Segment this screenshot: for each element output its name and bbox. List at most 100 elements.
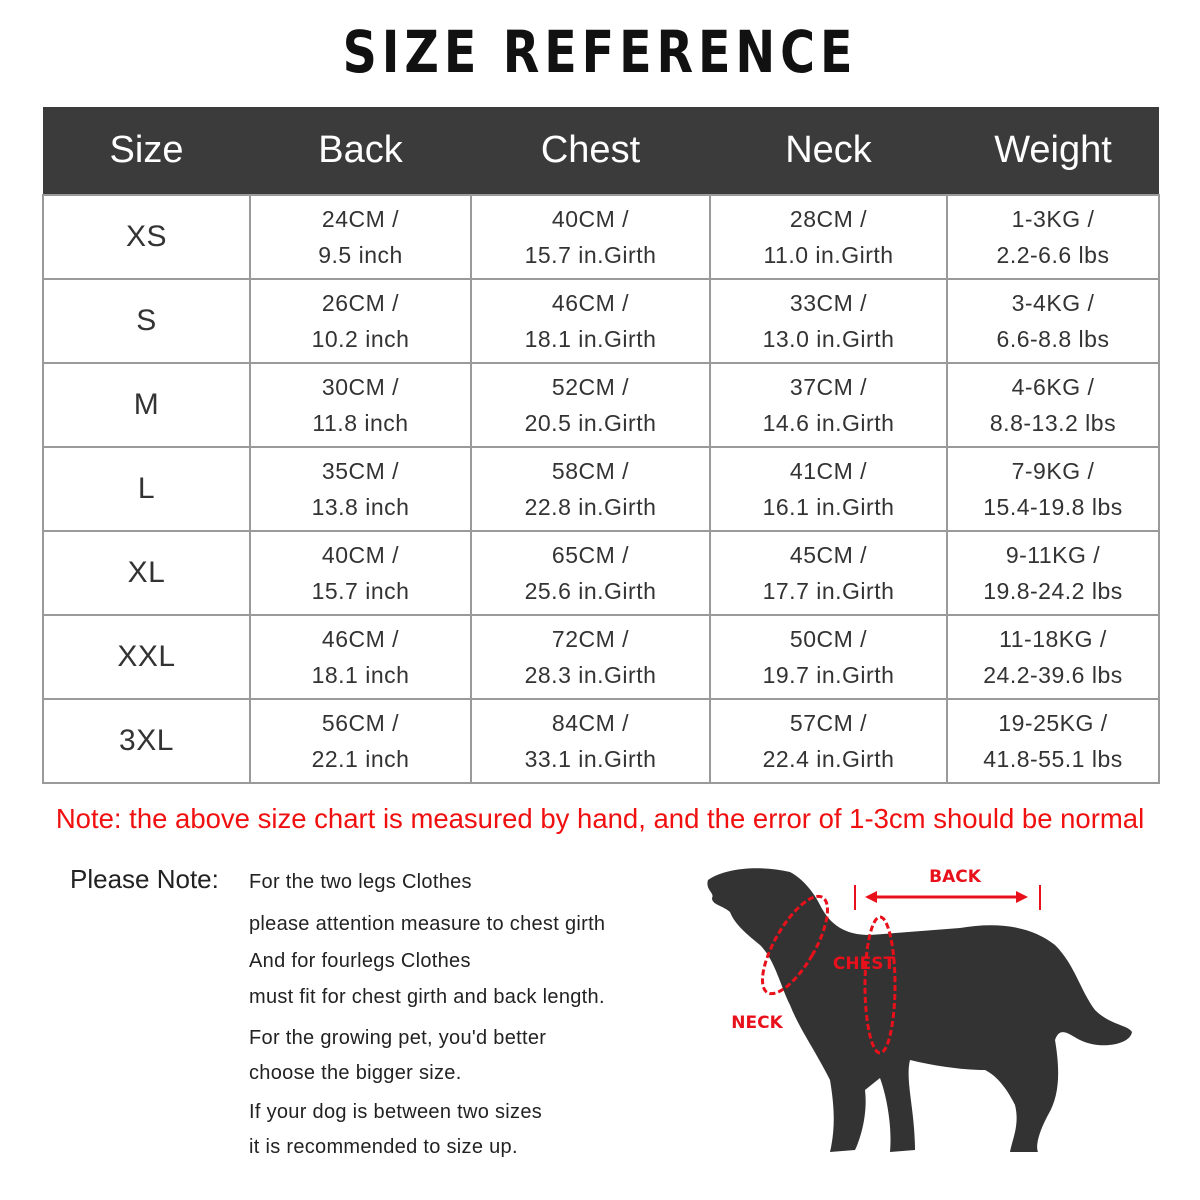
- neck-cell: 28CM / 11.0 in.Girth: [709, 194, 948, 280]
- back-value-line: 18.1 inch: [311, 662, 410, 688]
- dog-measurement-diagram: BACK CHEST NECK: [707, 867, 1132, 1152]
- chest-value-line: 65CM /: [551, 542, 630, 568]
- neck-cell: 37CM / 14.6 in.Girth: [709, 362, 948, 448]
- neck-value-line: 11.0 in.Girth: [763, 242, 894, 268]
- please-note-label: Please Note:: [70, 864, 219, 894]
- back-cell: 40CM / 15.7 inch: [249, 530, 472, 616]
- weight-cell: 11-18KG / 24.2-39.6 lbs: [946, 614, 1160, 700]
- weight-value-line: 2.2-6.6 lbs: [996, 242, 1110, 268]
- chest-value-line: 52CM /: [551, 374, 630, 400]
- size-cell: XXL: [42, 614, 251, 700]
- dog-silhouette: [707, 868, 1132, 1152]
- back-cell: 30CM / 11.8 inch: [249, 362, 472, 448]
- table-header-row: Size Back Chest Neck Weight: [43, 107, 1159, 195]
- weight-cell: 3-4KG / 6.6-8.8 lbs: [946, 278, 1160, 364]
- neck-value-line: 33CM /: [789, 290, 868, 316]
- table-row: XS 24CM / 9.5 inch 40CM / 15.7 in.Girth 28CM …: [42, 194, 1160, 280]
- chest-value-line: 84CM /: [551, 710, 630, 736]
- back-value-line: 10.2 inch: [311, 326, 410, 352]
- weight-value-line: 3-4KG /: [1011, 290, 1095, 316]
- back-value-line: 9.5 inch: [318, 242, 403, 268]
- note-line: choose the bigger size.: [249, 1062, 462, 1084]
- weight-cell: 7-9KG / 15.4-19.8 lbs: [946, 446, 1160, 532]
- neck-value-line: 13.0 in.Girth: [762, 326, 895, 352]
- size-table: Size Back Chest Neck Weight XS 24CM / 9.5 …: [42, 107, 1160, 784]
- note-line: And for fourlegs Clothes: [249, 950, 471, 972]
- chest-value-line: 40CM /: [551, 206, 630, 232]
- chest-value-line: 46CM /: [551, 290, 630, 316]
- weight-cell: 4-6KG / 8.8-13.2 lbs: [946, 362, 1160, 448]
- chest-cell: 40CM / 15.7 in.Girth: [470, 194, 711, 280]
- back-value-line: 56CM /: [321, 710, 400, 736]
- neck-cell: 57CM / 22.4 in.Girth: [709, 698, 948, 784]
- chest-value-line: 15.7 in.Girth: [524, 242, 657, 268]
- header-size: Size: [43, 107, 250, 195]
- weight-value-line: 8.8-13.2 lbs: [989, 410, 1117, 436]
- chest-value-line: 22.8 in.Girth: [524, 494, 657, 520]
- back-value-line: 11.8 inch: [312, 410, 409, 436]
- note-line: must fit for chest girth and back length…: [249, 986, 605, 1008]
- note-line: If your dog is between two sizes: [249, 1101, 543, 1123]
- neck-cell: 45CM / 17.7 in.Girth: [709, 530, 948, 616]
- note-line: it is recommended to size up.: [249, 1136, 518, 1158]
- neck-value-line: 22.4 in.Girth: [762, 746, 895, 772]
- measurement-note: Note: the above size chart is measured b…: [55, 803, 1145, 834]
- chest-cell: 58CM / 22.8 in.Girth: [470, 446, 711, 532]
- back-value-line: 22.1 inch: [311, 746, 410, 772]
- chest-cell: 52CM / 20.5 in.Girth: [470, 362, 711, 448]
- header-weight: Weight: [947, 107, 1159, 195]
- back-value-line: 26CM /: [321, 290, 400, 316]
- header-chest: Chest: [471, 107, 710, 195]
- weight-value-line: 41.8-55.1 lbs: [983, 746, 1123, 772]
- neck-value-line: 14.6 in.Girth: [762, 410, 895, 436]
- neck-cell: 41CM / 16.1 in.Girth: [709, 446, 948, 532]
- neck-cell: 50CM / 19.7 in.Girth: [709, 614, 948, 700]
- weight-value-line: 9-11KG /: [1005, 542, 1101, 568]
- table-row: M 30CM / 11.8 inch 52CM / 20.5 in.Girth 37CM …: [42, 362, 1160, 448]
- back-cell: 35CM / 13.8 inch: [249, 446, 472, 532]
- neck-label: NECK: [731, 1013, 783, 1033]
- size-cell: L: [42, 446, 251, 532]
- neck-value-line: 41CM /: [789, 458, 868, 484]
- back-cell: 56CM / 22.1 inch: [249, 698, 472, 784]
- neck-value-line: 45CM /: [789, 542, 868, 568]
- weight-value-line: 15.4-19.8 lbs: [983, 494, 1123, 520]
- table-row: XL 40CM / 15.7 inch 65CM / 25.6 in.Girth 45CM…: [42, 530, 1160, 616]
- header-neck: Neck: [710, 107, 947, 195]
- note-line: please attention measure to chest girth: [249, 913, 606, 935]
- size-cell: 3XL: [42, 698, 251, 784]
- measure-lines: [761, 894, 897, 1055]
- weight-cell: 19-25KG / 41.8-55.1 lbs: [946, 698, 1160, 784]
- table-row: XXL 46CM / 18.1 inch 72CM / 28.3 in.Girth 50C…: [42, 614, 1160, 700]
- weight-cell: 1-3KG / 2.2-6.6 lbs: [946, 194, 1160, 280]
- weight-cell: 9-11KG / 19.8-24.2 lbs: [946, 530, 1160, 616]
- chest-value-line: 33.1 in.Girth: [524, 746, 657, 772]
- neck-value-line: 28CM /: [789, 206, 868, 232]
- back-value-line: 15.7 inch: [311, 578, 410, 604]
- back-label: BACK: [929, 867, 982, 887]
- back-value-line: 30CM /: [321, 374, 400, 400]
- size-cell: XL: [42, 530, 251, 616]
- chest-value-line: 72CM /: [551, 626, 630, 652]
- weight-value-line: 7-9KG /: [1011, 458, 1095, 484]
- neck-value-line: 50CM /: [789, 626, 868, 652]
- neck-value-line: 19.7 in.Girth: [762, 662, 895, 688]
- note-line: For the growing pet, you'd better: [249, 1027, 547, 1049]
- back-cell: 46CM / 18.1 inch: [249, 614, 472, 700]
- note-line: For the two legs Clothes: [249, 871, 472, 893]
- weight-value-line: 4-6KG /: [1011, 374, 1095, 400]
- table-row: 3XL 56CM / 22.1 inch 84CM / 33.1 in.Girth 57C…: [42, 698, 1160, 784]
- table-row: S 26CM / 10.2 inch 46CM / 18.1 in.Girth 33CM …: [42, 278, 1160, 364]
- chest-label: CHEST: [833, 954, 896, 974]
- chest-value-line: 25.6 in.Girth: [524, 578, 657, 604]
- neck-cell: 33CM / 13.0 in.Girth: [709, 278, 948, 364]
- back-cell: 26CM / 10.2 inch: [249, 278, 472, 364]
- back-value-line: 35CM /: [321, 458, 400, 484]
- chest-cell: 84CM / 33.1 in.Girth: [470, 698, 711, 784]
- chest-cell: 46CM / 18.1 in.Girth: [470, 278, 711, 364]
- back-cell: 24CM / 9.5 inch: [249, 194, 472, 280]
- back-value-line: 46CM /: [321, 626, 400, 652]
- neck-value-line: 57CM /: [789, 710, 868, 736]
- chest-cell: 65CM / 25.6 in.Girth: [470, 530, 711, 616]
- chest-cell: 72CM / 28.3 in.Girth: [470, 614, 711, 700]
